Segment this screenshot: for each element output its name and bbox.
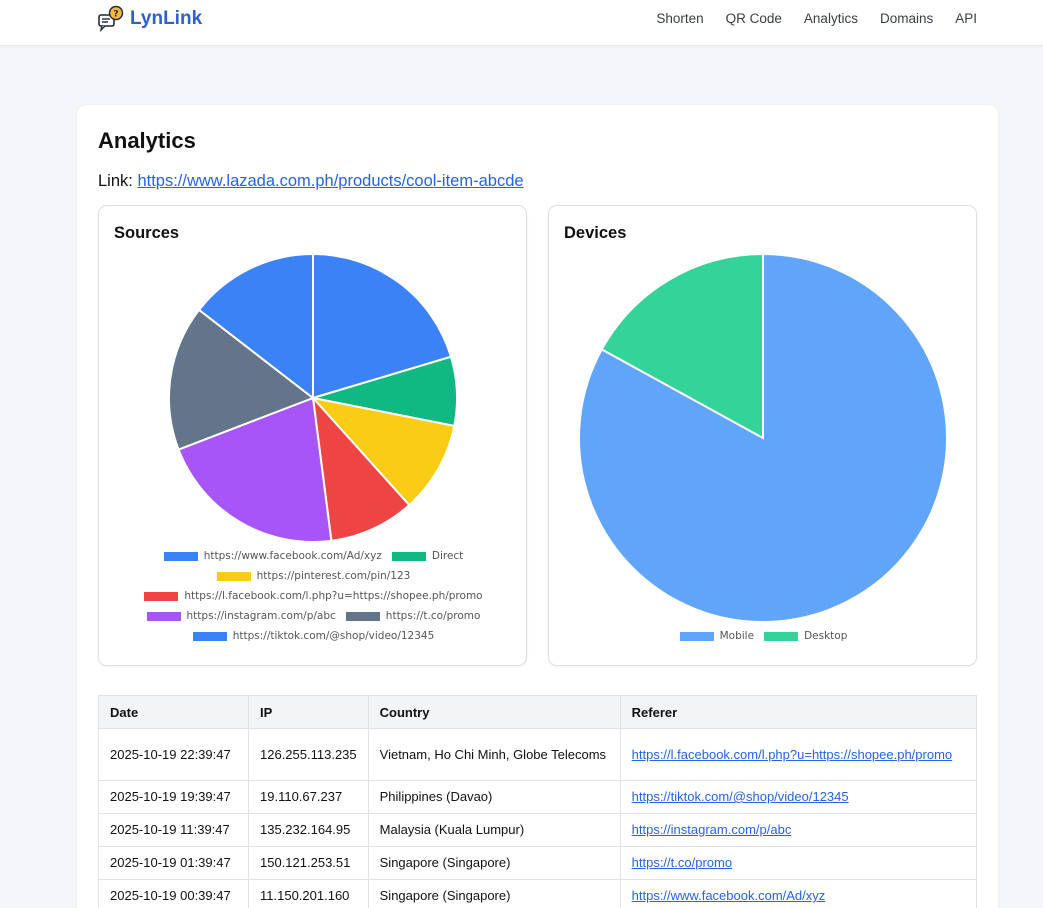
- legend-item[interactable]: Desktop: [764, 630, 847, 642]
- sources-pie-chart: [168, 252, 458, 543]
- legend-swatch: [764, 631, 799, 641]
- cell-country: Vietnam, Ho Chi Minh, Globe Telecoms: [367, 728, 621, 781]
- nav-analytics[interactable]: Analytics: [803, 11, 858, 26]
- analytics-link-url[interactable]: https://www.lazada.com.ph/products/cool-…: [137, 172, 524, 190]
- legend-item[interactable]: Mobile: [679, 630, 755, 642]
- header-date: Date: [98, 695, 249, 729]
- pie-slice[interactable]: [312, 252, 453, 400]
- legend-item[interactable]: Direct: [391, 550, 464, 562]
- pie-slice[interactable]: [177, 396, 333, 543]
- table-row: 2025-10-19 01:39:47 150.121.253.51 Singa…: [98, 846, 978, 880]
- cell-country: Philippines (Davao): [367, 780, 621, 814]
- devices-panel: Devices Mobile Desktop: [548, 205, 977, 666]
- devices-title: Devices: [564, 224, 627, 242]
- legend-swatch: [679, 631, 714, 641]
- table-row: 2025-10-19 22:39:47 126.255.113.235 Viet…: [98, 728, 978, 781]
- cell-referer: https://l.facebook.com/l.php?u=https://s…: [619, 728, 978, 781]
- cell-date: 2025-10-19 22:39:47: [98, 728, 249, 781]
- cell-country: Malaysia (Kuala Lumpur): [367, 813, 621, 847]
- legend-swatch: [146, 611, 181, 621]
- header-ip: IP: [248, 695, 369, 729]
- devices-legend: Mobile Desktop: [549, 626, 978, 646]
- legend-item[interactable]: https://t.co/promo: [345, 610, 481, 622]
- referer-link[interactable]: https://instagram.com/p/abc: [631, 822, 792, 837]
- legend-label: https://instagram.com/p/abc: [186, 610, 336, 622]
- referer-link[interactable]: https://tiktok.com/@shop/video/12345: [631, 789, 849, 804]
- cell-date: 2025-10-19 01:39:47: [98, 846, 249, 880]
- header-country: Country: [367, 695, 621, 729]
- sources-title: Sources: [114, 224, 180, 242]
- chat-question-logo-icon: ?: [98, 5, 124, 33]
- cell-ip: 150.121.253.51: [248, 846, 369, 880]
- cell-ip: 11.150.201.160: [248, 879, 369, 908]
- cell-country: Singapore (Singapore): [367, 846, 621, 880]
- legend-item[interactable]: https://www.facebook.com/Ad/xyz: [163, 550, 382, 562]
- cell-date: 2025-10-19 19:39:47: [98, 780, 249, 814]
- clicks-table: Date IP Country Referer 2025-10-19 22:39…: [98, 695, 978, 908]
- pie-slice[interactable]: [197, 252, 314, 401]
- legend-label: Desktop: [804, 630, 848, 642]
- legend-item[interactable]: https://instagram.com/p/abc: [146, 610, 336, 622]
- nav-domains[interactable]: Domains: [879, 11, 934, 26]
- header-referer: Referer: [619, 695, 978, 729]
- top-navbar: ? LynLink Shorten QR Code Analytics Doma…: [0, 0, 1043, 46]
- brand-logo-link[interactable]: ? LynLink: [97, 5, 202, 33]
- pie-slice[interactable]: [168, 308, 316, 451]
- legend-label: https://t.co/promo: [385, 610, 481, 622]
- cell-country: Singapore (Singapore): [367, 879, 621, 908]
- table-row: 2025-10-19 11:39:47 135.232.164.95 Malay…: [98, 813, 978, 847]
- nav-api[interactable]: API: [955, 11, 977, 26]
- cell-date: 2025-10-19 11:39:47: [98, 813, 249, 847]
- table-row: 2025-10-19 00:39:47 11.150.201.160 Singa…: [98, 879, 978, 908]
- legend-item[interactable]: https://tiktok.com/@shop/video/12345: [192, 630, 435, 642]
- legend-label: https://l.facebook.com/l.php?u=https://s…: [184, 590, 483, 602]
- legend-swatch: [216, 571, 251, 581]
- cell-referer: https://tiktok.com/@shop/video/12345: [619, 780, 978, 814]
- sources-panel: Sources https://www.facebook.com/Ad/xyz …: [98, 205, 527, 666]
- legend-swatch: [192, 631, 227, 641]
- svg-text:?: ?: [113, 10, 118, 20]
- cell-referer: https://instagram.com/p/abc: [619, 813, 978, 847]
- pie-slice[interactable]: [310, 396, 456, 507]
- nav-qr-code[interactable]: QR Code: [725, 11, 782, 26]
- legend-label: https://tiktok.com/@shop/video/12345: [232, 630, 435, 642]
- table-header-row: Date IP Country Referer: [98, 695, 978, 729]
- legend-swatch: [144, 591, 179, 601]
- cell-referer: https://www.facebook.com/Ad/xyz: [619, 879, 978, 908]
- brand-name: LynLink: [130, 8, 203, 29]
- referer-link[interactable]: https://www.facebook.com/Ad/xyz: [631, 888, 826, 903]
- legend-item[interactable]: https://pinterest.com/pin/123: [216, 570, 411, 582]
- nav-shorten[interactable]: Shorten: [656, 11, 704, 26]
- link-label: Link:: [98, 172, 133, 190]
- referer-link[interactable]: https://l.facebook.com/l.php?u=https://s…: [631, 746, 953, 762]
- legend-swatch: [391, 551, 426, 561]
- legend-swatch: [345, 611, 380, 621]
- devices-pie-chart: [578, 252, 948, 623]
- table-row: 2025-10-19 19:39:47 19.110.67.237 Philip…: [98, 780, 978, 814]
- cell-ip: 135.232.164.95: [248, 813, 369, 847]
- link-line: Link: https://www.lazada.com.ph/products…: [98, 172, 524, 191]
- page-title: Analytics: [98, 128, 196, 153]
- legend-label: https://www.facebook.com/Ad/xyz: [203, 550, 382, 562]
- legend-item[interactable]: https://l.facebook.com/l.php?u=https://s…: [144, 590, 483, 602]
- main-nav: Shorten QR Code Analytics Domains API: [634, 11, 977, 26]
- pie-slice[interactable]: [600, 252, 764, 440]
- sources-legend: https://www.facebook.com/Ad/xyz Direct h…: [99, 546, 528, 646]
- referer-link[interactable]: https://t.co/promo: [631, 855, 733, 870]
- legend-swatch: [163, 551, 198, 561]
- pie-slice[interactable]: [311, 394, 411, 542]
- legend-label: https://pinterest.com/pin/123: [256, 570, 411, 582]
- cell-ip: 19.110.67.237: [248, 780, 369, 814]
- analytics-card: Analytics Link: https://www.lazada.com.p…: [77, 105, 998, 908]
- cell-referer: https://t.co/promo: [619, 846, 978, 880]
- legend-label: Mobile: [719, 630, 755, 642]
- legend-label: Direct: [431, 550, 464, 562]
- cell-date: 2025-10-19 00:39:47: [98, 879, 249, 908]
- cell-ip: 126.255.113.235: [248, 728, 369, 781]
